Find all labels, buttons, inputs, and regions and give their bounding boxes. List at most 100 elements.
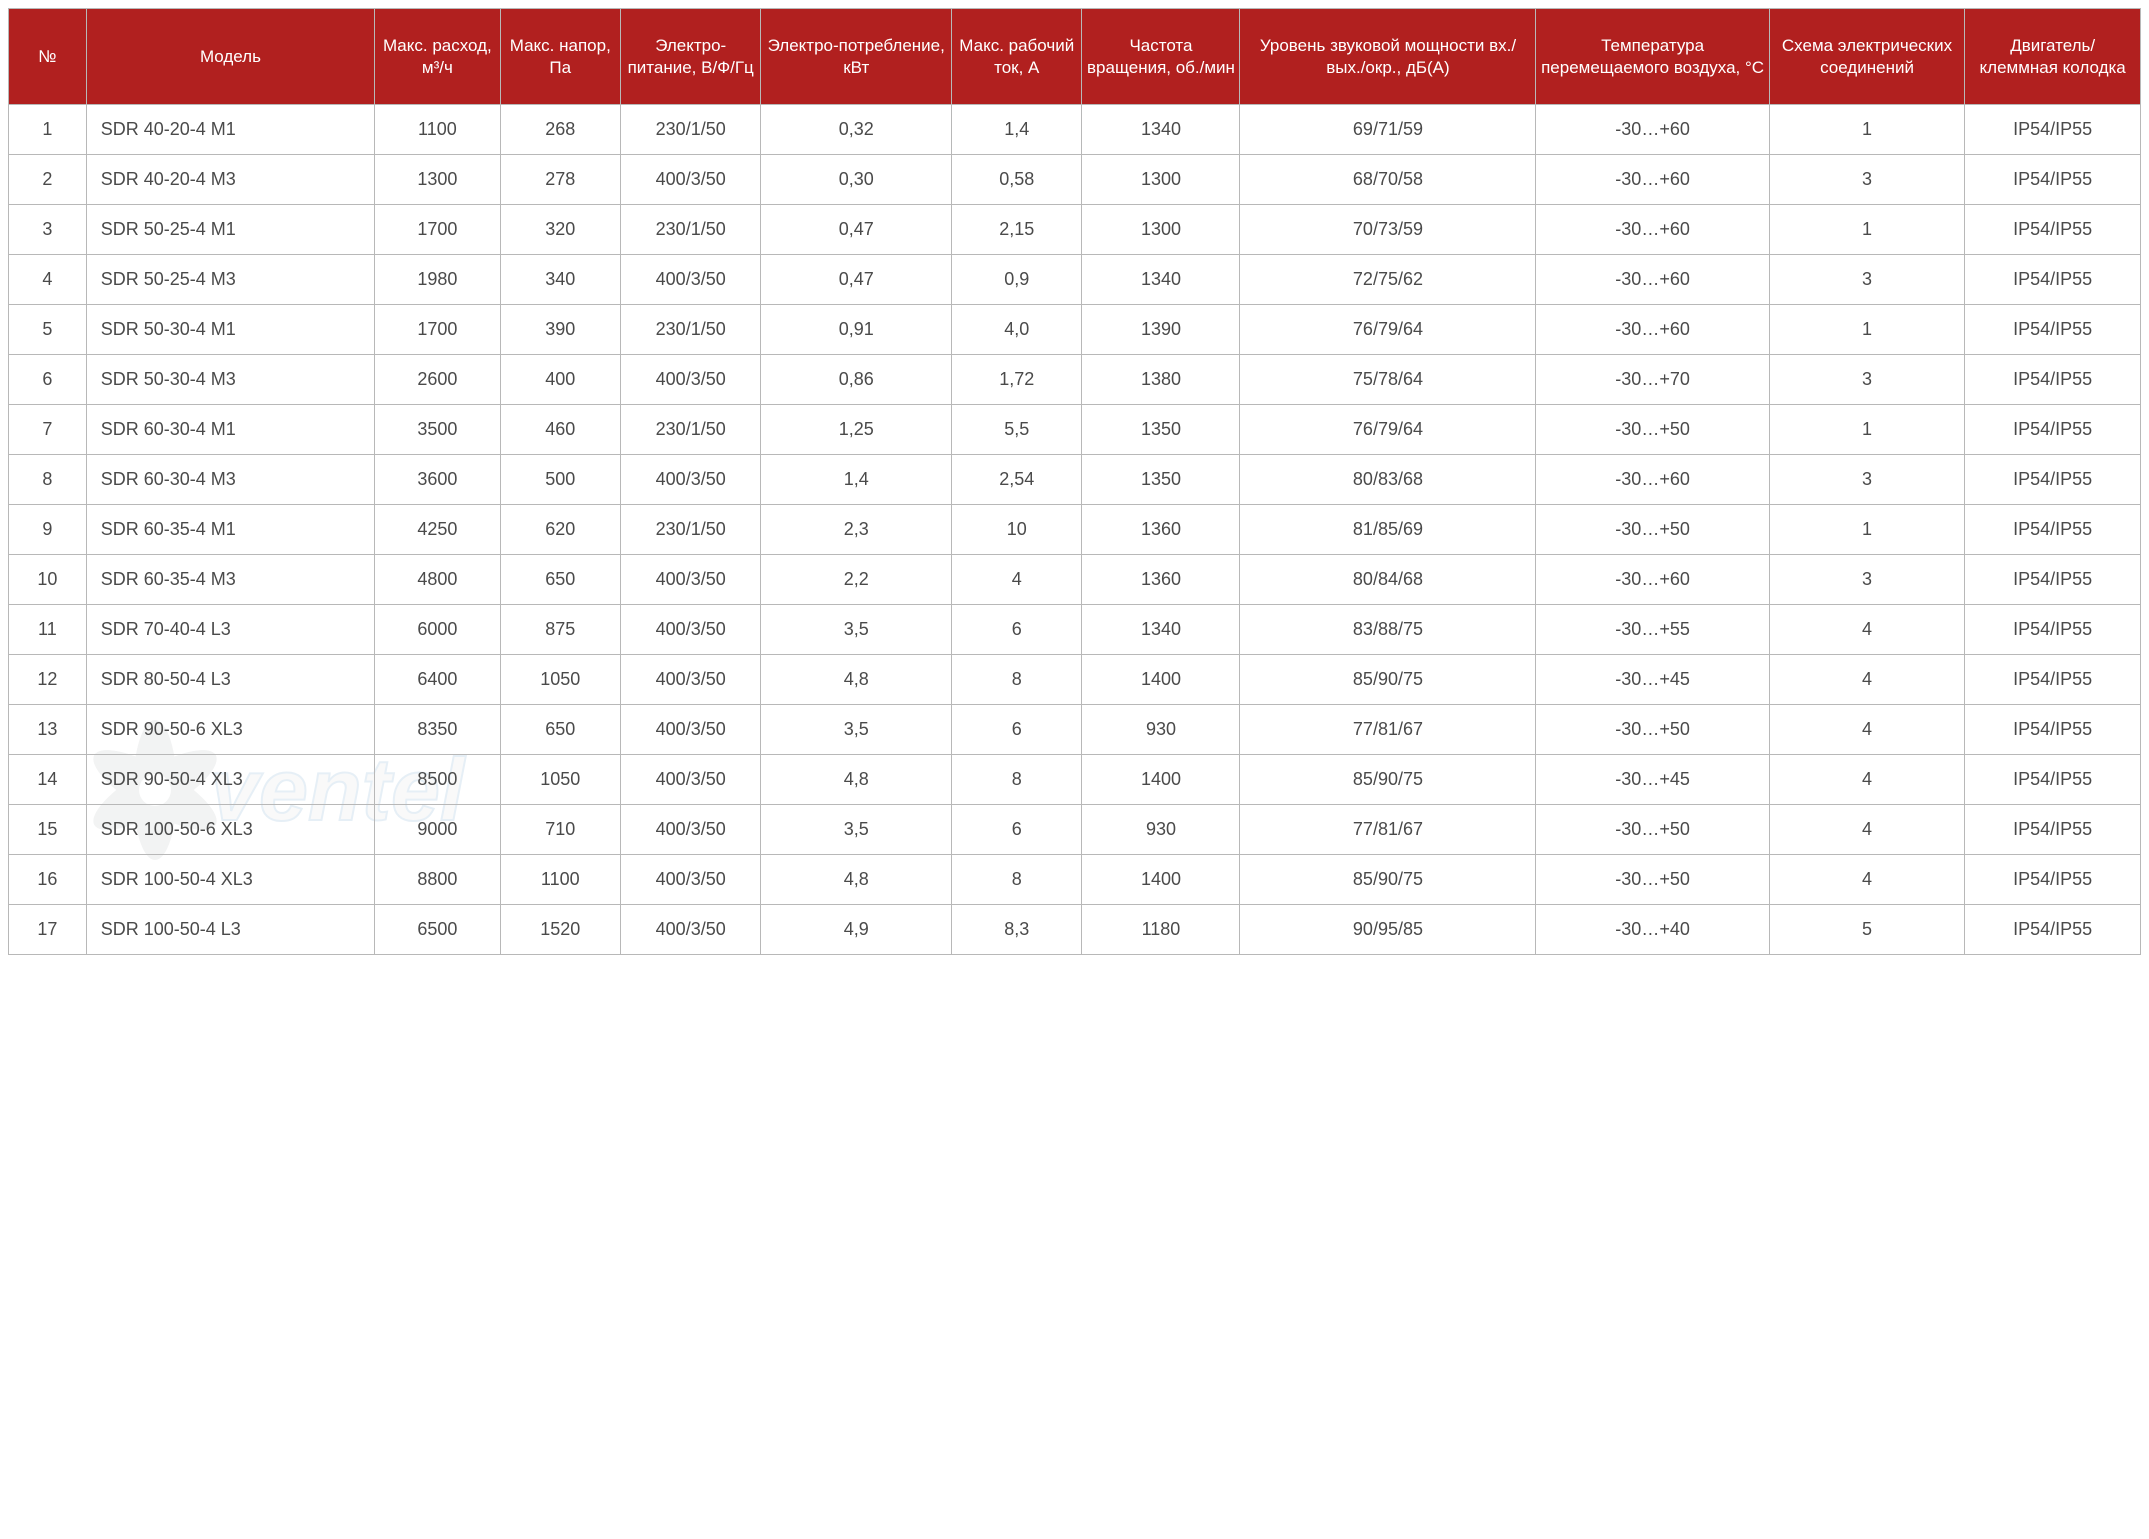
col-press: Макс. напор, Па	[500, 9, 620, 105]
cell-cons: 2,3	[761, 505, 952, 555]
cell-amp: 5,5	[952, 405, 1082, 455]
cell-press: 1050	[500, 655, 620, 705]
cell-cons: 0,91	[761, 305, 952, 355]
cell-cons: 0,47	[761, 205, 952, 255]
cell-amp: 2,54	[952, 455, 1082, 505]
cell-press: 320	[500, 205, 620, 255]
cell-temp: -30…+40	[1536, 905, 1769, 955]
cell-amp: 1,4	[952, 105, 1082, 155]
cell-cons: 4,8	[761, 655, 952, 705]
col-power: Электро-питание, В/Ф/Гц	[620, 9, 760, 105]
cell-ip: IP54/IP55	[1965, 205, 2141, 255]
cell-temp: -30…+60	[1536, 555, 1769, 605]
cell-num: 1	[9, 105, 87, 155]
cell-flow: 3500	[375, 405, 500, 455]
cell-model: SDR 40-20-4 M1	[86, 105, 374, 155]
cell-num: 16	[9, 855, 87, 905]
cell-power: 400/3/50	[620, 755, 760, 805]
cell-model: SDR 60-30-4 M1	[86, 405, 374, 455]
cell-amp: 0,58	[952, 155, 1082, 205]
cell-amp: 1,72	[952, 355, 1082, 405]
cell-noise: 85/90/75	[1240, 655, 1536, 705]
cell-power: 400/3/50	[620, 155, 760, 205]
table-row: 8SDR 60-30-4 M33600500400/3/501,42,54135…	[9, 455, 2141, 505]
cell-temp: -30…+50	[1536, 405, 1769, 455]
cell-schem: 3	[1769, 255, 1965, 305]
cell-rpm: 1350	[1082, 405, 1240, 455]
spec-table: № Модель Макс. расход, м³/ч Макс. напор,…	[8, 8, 2141, 955]
cell-press: 500	[500, 455, 620, 505]
cell-amp: 8	[952, 755, 1082, 805]
cell-noise: 72/75/62	[1240, 255, 1536, 305]
table-row: 7SDR 60-30-4 M13500460230/1/501,255,5135…	[9, 405, 2141, 455]
cell-power: 400/3/50	[620, 355, 760, 405]
cell-noise: 85/90/75	[1240, 855, 1536, 905]
cell-schem: 1	[1769, 105, 1965, 155]
cell-power: 230/1/50	[620, 205, 760, 255]
cell-amp: 0,9	[952, 255, 1082, 305]
cell-schem: 4	[1769, 755, 1965, 805]
cell-power: 230/1/50	[620, 105, 760, 155]
cell-schem: 4	[1769, 855, 1965, 905]
cell-temp: -30…+60	[1536, 255, 1769, 305]
cell-flow: 6400	[375, 655, 500, 705]
cell-temp: -30…+55	[1536, 605, 1769, 655]
cell-amp: 8	[952, 655, 1082, 705]
cell-schem: 3	[1769, 455, 1965, 505]
cell-noise: 77/81/67	[1240, 805, 1536, 855]
cell-model: SDR 100-50-6 XL3	[86, 805, 374, 855]
cell-model: SDR 70-40-4 L3	[86, 605, 374, 655]
cell-temp: -30…+60	[1536, 205, 1769, 255]
col-ip: Двигатель/ клеммная колодка	[1965, 9, 2141, 105]
cell-cons: 4,8	[761, 855, 952, 905]
cell-amp: 6	[952, 805, 1082, 855]
cell-rpm: 930	[1082, 805, 1240, 855]
cell-model: SDR 60-35-4 M3	[86, 555, 374, 605]
col-cons: Электро-потребление, кВт	[761, 9, 952, 105]
cell-cons: 0,86	[761, 355, 952, 405]
cell-temp: -30…+50	[1536, 855, 1769, 905]
cell-ip: IP54/IP55	[1965, 555, 2141, 605]
cell-noise: 76/79/64	[1240, 305, 1536, 355]
cell-num: 3	[9, 205, 87, 255]
cell-temp: -30…+60	[1536, 155, 1769, 205]
cell-ip: IP54/IP55	[1965, 905, 2141, 955]
cell-cons: 1,25	[761, 405, 952, 455]
cell-flow: 8500	[375, 755, 500, 805]
cell-num: 14	[9, 755, 87, 805]
cell-noise: 76/79/64	[1240, 405, 1536, 455]
cell-ip: IP54/IP55	[1965, 855, 2141, 905]
cell-cons: 3,5	[761, 605, 952, 655]
header-row: № Модель Макс. расход, м³/ч Макс. напор,…	[9, 9, 2141, 105]
cell-ip: IP54/IP55	[1965, 255, 2141, 305]
cell-model: SDR 50-30-4 M1	[86, 305, 374, 355]
cell-cons: 2,2	[761, 555, 952, 605]
cell-ip: IP54/IP55	[1965, 805, 2141, 855]
cell-flow: 4250	[375, 505, 500, 555]
cell-noise: 77/81/67	[1240, 705, 1536, 755]
cell-amp: 4,0	[952, 305, 1082, 355]
cell-power: 400/3/50	[620, 605, 760, 655]
cell-temp: -30…+60	[1536, 105, 1769, 155]
cell-temp: -30…+50	[1536, 505, 1769, 555]
col-amp: Макс. рабочий ток, А	[952, 9, 1082, 105]
cell-rpm: 1360	[1082, 555, 1240, 605]
cell-ip: IP54/IP55	[1965, 155, 2141, 205]
table-row: 16SDR 100-50-4 XL388001100400/3/504,8814…	[9, 855, 2141, 905]
cell-flow: 1300	[375, 155, 500, 205]
cell-schem: 1	[1769, 505, 1965, 555]
cell-rpm: 1400	[1082, 655, 1240, 705]
cell-amp: 6	[952, 605, 1082, 655]
cell-flow: 2600	[375, 355, 500, 405]
cell-schem: 1	[1769, 405, 1965, 455]
cell-temp: -30…+50	[1536, 805, 1769, 855]
table-row: 5SDR 50-30-4 M11700390230/1/500,914,0139…	[9, 305, 2141, 355]
cell-num: 11	[9, 605, 87, 655]
cell-amp: 6	[952, 705, 1082, 755]
cell-press: 268	[500, 105, 620, 155]
cell-temp: -30…+45	[1536, 755, 1769, 805]
cell-model: SDR 100-50-4 L3	[86, 905, 374, 955]
cell-power: 400/3/50	[620, 455, 760, 505]
cell-temp: -30…+60	[1536, 455, 1769, 505]
cell-ip: IP54/IP55	[1965, 655, 2141, 705]
